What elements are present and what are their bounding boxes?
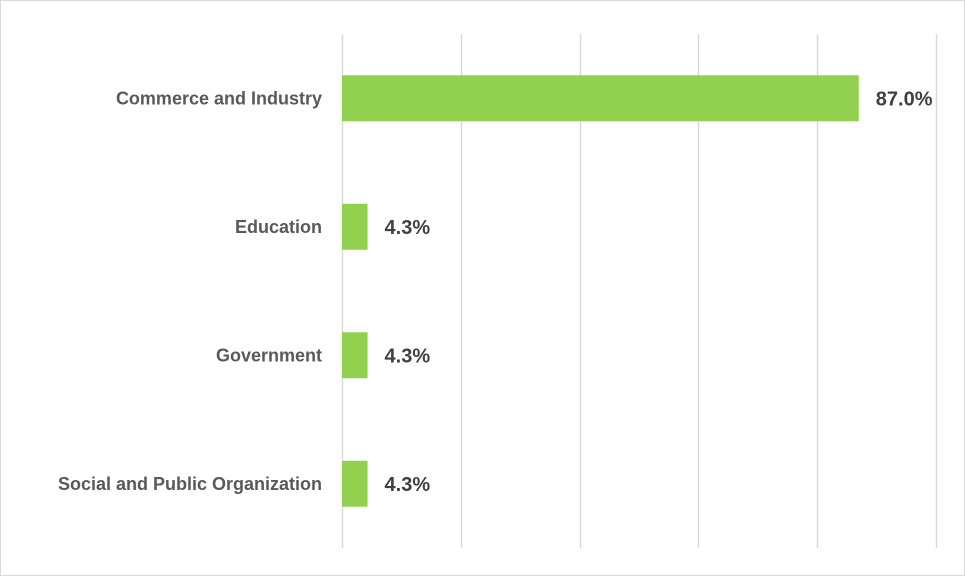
bar [342,203,368,250]
category-label: Social and Public Organization [58,474,322,494]
data-label: 87.0% [876,88,933,110]
data-label: 4.3% [385,217,431,239]
data-label: 4.3% [385,474,431,496]
bar [342,75,859,122]
data-labels: 87.0% 4.3% 4.3% 4.3% [385,88,933,496]
bar [342,460,368,507]
bars [342,75,859,507]
category-label: Government [216,345,322,365]
category-label: Education [235,217,322,237]
bar [342,332,368,379]
category-label: Commerce and Industry [116,88,322,108]
data-label: 4.3% [385,345,431,367]
category-labels: Commerce and Industry Education Government… [58,88,322,494]
